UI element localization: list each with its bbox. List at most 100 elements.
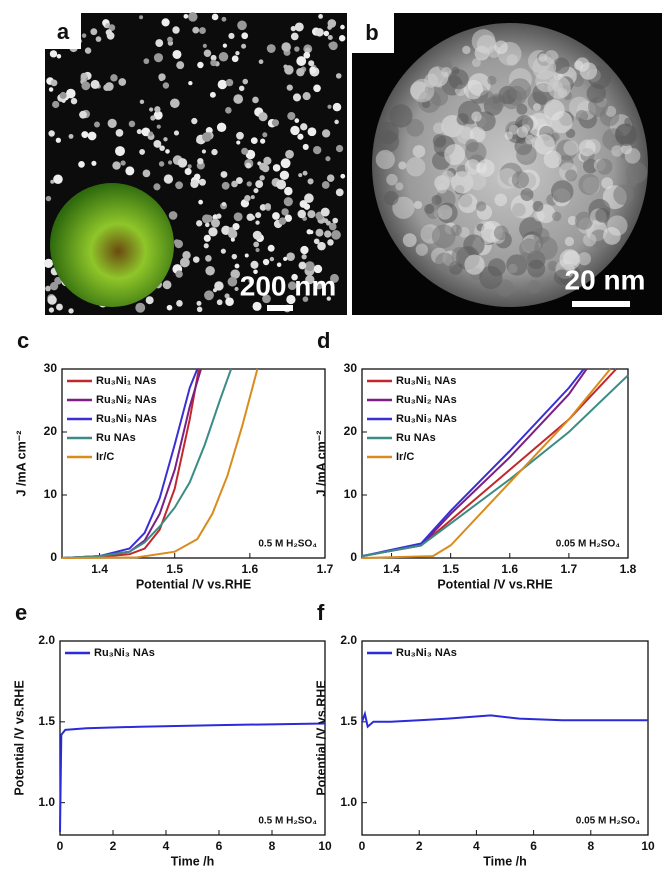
- texture-dot: [413, 200, 423, 210]
- texture-dot: [451, 246, 469, 265]
- texture-dot: [551, 180, 574, 203]
- texture-dot: [436, 183, 448, 194]
- particle-dot: [328, 222, 337, 231]
- particle-dot: [230, 269, 240, 279]
- particle-dot: [153, 183, 161, 191]
- particle-dot: [313, 264, 323, 274]
- particle-dot: [327, 239, 334, 246]
- texture-dot: [469, 126, 486, 143]
- particle-dot: [115, 146, 125, 157]
- particle-dot: [90, 79, 100, 89]
- texture-dot: [471, 111, 482, 122]
- particle-dot: [173, 239, 180, 245]
- particle-dot: [208, 227, 218, 237]
- particle-dot: [118, 78, 127, 86]
- particle-dot: [258, 59, 264, 65]
- particle-dot: [236, 140, 241, 145]
- texture-dot: [398, 161, 407, 170]
- panel-label: c: [17, 328, 29, 353]
- annotation: 0.5 M H₂SO₄: [258, 539, 317, 550]
- particle-dot: [155, 39, 164, 47]
- particle-dot: [331, 230, 341, 240]
- texture-dot: [464, 159, 481, 175]
- x-tick-label: 10: [641, 839, 655, 853]
- particle-dot: [313, 84, 321, 93]
- y-tick-label: 2.0: [340, 633, 357, 647]
- panel-label: f: [317, 600, 325, 625]
- particle-dot: [255, 220, 260, 225]
- particle-dot: [197, 158, 204, 165]
- particle-dot: [201, 132, 212, 142]
- particle-dot: [340, 173, 346, 179]
- particle-dot: [259, 204, 267, 211]
- particle-dot: [190, 179, 199, 189]
- particle-dot: [49, 50, 58, 58]
- texture-dot: [476, 34, 497, 55]
- particle-dot: [298, 261, 307, 270]
- particle-dot: [315, 28, 324, 37]
- texture-dot: [582, 158, 598, 174]
- particle-dot: [326, 174, 335, 182]
- particle-dot: [250, 195, 255, 200]
- texture-dot: [527, 259, 546, 278]
- particle-dot: [205, 222, 210, 228]
- particle-dot: [228, 32, 235, 39]
- particle-dot: [150, 115, 156, 121]
- y-tick-label: 30: [344, 361, 358, 375]
- texture-dot: [462, 45, 471, 55]
- particle-dot: [115, 129, 124, 137]
- texture-dot: [433, 122, 445, 134]
- y-tick-label: 0: [50, 550, 57, 564]
- texture-dot: [441, 67, 452, 78]
- particle-dot: [95, 36, 102, 42]
- particle-dot: [314, 281, 324, 290]
- legend-label: Ir/C: [96, 451, 114, 463]
- texture-dot: [479, 266, 503, 290]
- particle-dot: [156, 124, 161, 129]
- particle-dot: [214, 281, 224, 291]
- texture-dot: [471, 58, 481, 67]
- x-axis-label: Potential /V vs.RHE: [437, 577, 552, 591]
- texture-dot: [458, 193, 478, 214]
- texture-dot: [552, 211, 562, 222]
- particle-dot: [56, 303, 63, 311]
- particle-dot: [241, 32, 249, 40]
- particle-dot: [55, 137, 61, 143]
- x-tick-label: 8: [587, 839, 594, 853]
- particle-dot: [330, 273, 339, 283]
- texture-dot: [532, 200, 544, 212]
- texture-dot: [508, 124, 519, 135]
- texture-dot: [429, 87, 449, 107]
- particle-dot: [250, 260, 259, 269]
- particle-dot: [145, 296, 154, 305]
- particle-dot: [234, 286, 239, 292]
- x-tick-label: 1.7: [561, 562, 578, 576]
- particle-dot: [143, 58, 150, 65]
- texture-dot: [553, 269, 570, 285]
- particle-dot: [120, 160, 126, 166]
- particle-dot: [255, 248, 260, 253]
- particle-dot: [108, 24, 116, 31]
- particle-dot: [81, 81, 91, 91]
- micrograph-b: b 20 nm: [352, 13, 662, 315]
- particle-dot: [294, 46, 300, 52]
- legend-label: Ru₃Ni₁ NAs: [396, 375, 456, 387]
- particle-dot: [235, 177, 243, 185]
- texture-dot: [412, 145, 426, 158]
- particle-dot: [262, 132, 268, 138]
- particle-dot: [323, 218, 329, 224]
- particle-dot: [228, 227, 234, 233]
- particle-dot: [135, 302, 146, 313]
- particle-dot: [225, 107, 232, 114]
- particle-dot: [302, 143, 309, 150]
- particle-dot: [90, 28, 98, 36]
- particle-dot: [78, 161, 85, 168]
- particle-dot: [245, 149, 256, 160]
- particle-dot: [301, 254, 307, 260]
- particle-dot: [192, 256, 200, 263]
- particle-dot: [161, 18, 170, 27]
- particle-dot: [262, 258, 270, 266]
- particle-dot: [279, 170, 290, 180]
- texture-dot: [476, 201, 487, 212]
- particle-dot: [321, 181, 330, 189]
